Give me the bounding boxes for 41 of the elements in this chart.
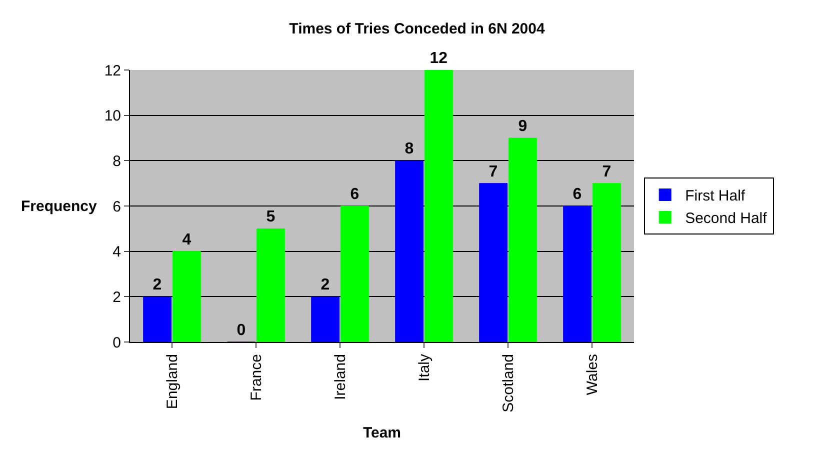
y-axis-title: Frequency	[21, 198, 98, 215]
bar	[340, 206, 369, 342]
x-tick-label: England	[164, 354, 181, 410]
x-tick-label: Ireland	[332, 354, 349, 400]
y-tick-label: 10	[104, 108, 121, 125]
x-axis-title: Team	[362, 424, 402, 442]
x-tick-label: Wales	[584, 354, 601, 396]
chart-title: Times of Tries Conceded in 6N 2004	[289, 20, 546, 38]
data-label: 5	[266, 208, 276, 226]
data-label: 2	[320, 276, 330, 294]
y-tick-label: 6	[112, 198, 121, 216]
data-label: 4	[182, 231, 192, 248]
data-label: 7	[602, 163, 612, 180]
x-tick-label: Scotland	[500, 354, 517, 412]
data-label: 2	[152, 276, 162, 294]
y-tick-label: 2	[112, 288, 121, 306]
data-label: 0	[236, 322, 246, 339]
bar	[395, 160, 424, 342]
x-tick-label: Italy	[416, 354, 433, 382]
bar	[256, 228, 285, 342]
bar	[563, 206, 592, 342]
bar	[508, 138, 537, 342]
legend-label: Second Half	[685, 210, 768, 228]
y-tick-label: 0	[112, 334, 121, 352]
y-tick-label: 4	[112, 244, 121, 261]
y-tick-label: 12	[104, 62, 121, 80]
legend-label: First Half	[685, 188, 746, 205]
bar	[424, 70, 453, 342]
data-label: 6	[350, 186, 360, 203]
data-label: 6	[572, 186, 582, 203]
bar	[592, 183, 621, 342]
data-label: 9	[518, 118, 528, 135]
bar	[143, 296, 172, 342]
data-label: 12	[430, 50, 448, 67]
bar	[311, 296, 340, 342]
x-tick-label: France	[248, 354, 265, 401]
data-label: 8	[404, 140, 414, 158]
data-label: 7	[488, 163, 498, 180]
bar	[479, 183, 508, 342]
bar	[172, 251, 201, 342]
y-tick-label: 8	[112, 152, 121, 170]
